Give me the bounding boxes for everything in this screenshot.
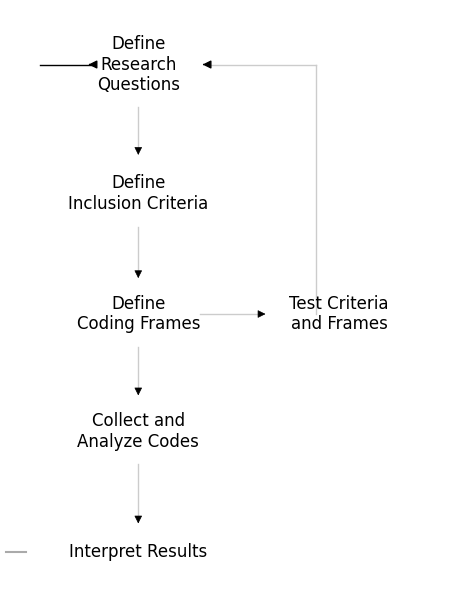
Text: Test Criteria
and Frames: Test Criteria and Frames [289,295,389,333]
Text: Define
Coding Frames: Define Coding Frames [77,295,200,333]
Text: Collect and
Analyze Codes: Collect and Analyze Codes [77,412,199,451]
Text: Define
Inclusion Criteria: Define Inclusion Criteria [68,175,208,213]
Text: Define
Research
Questions: Define Research Questions [97,34,180,94]
Text: Interpret Results: Interpret Results [69,542,207,561]
